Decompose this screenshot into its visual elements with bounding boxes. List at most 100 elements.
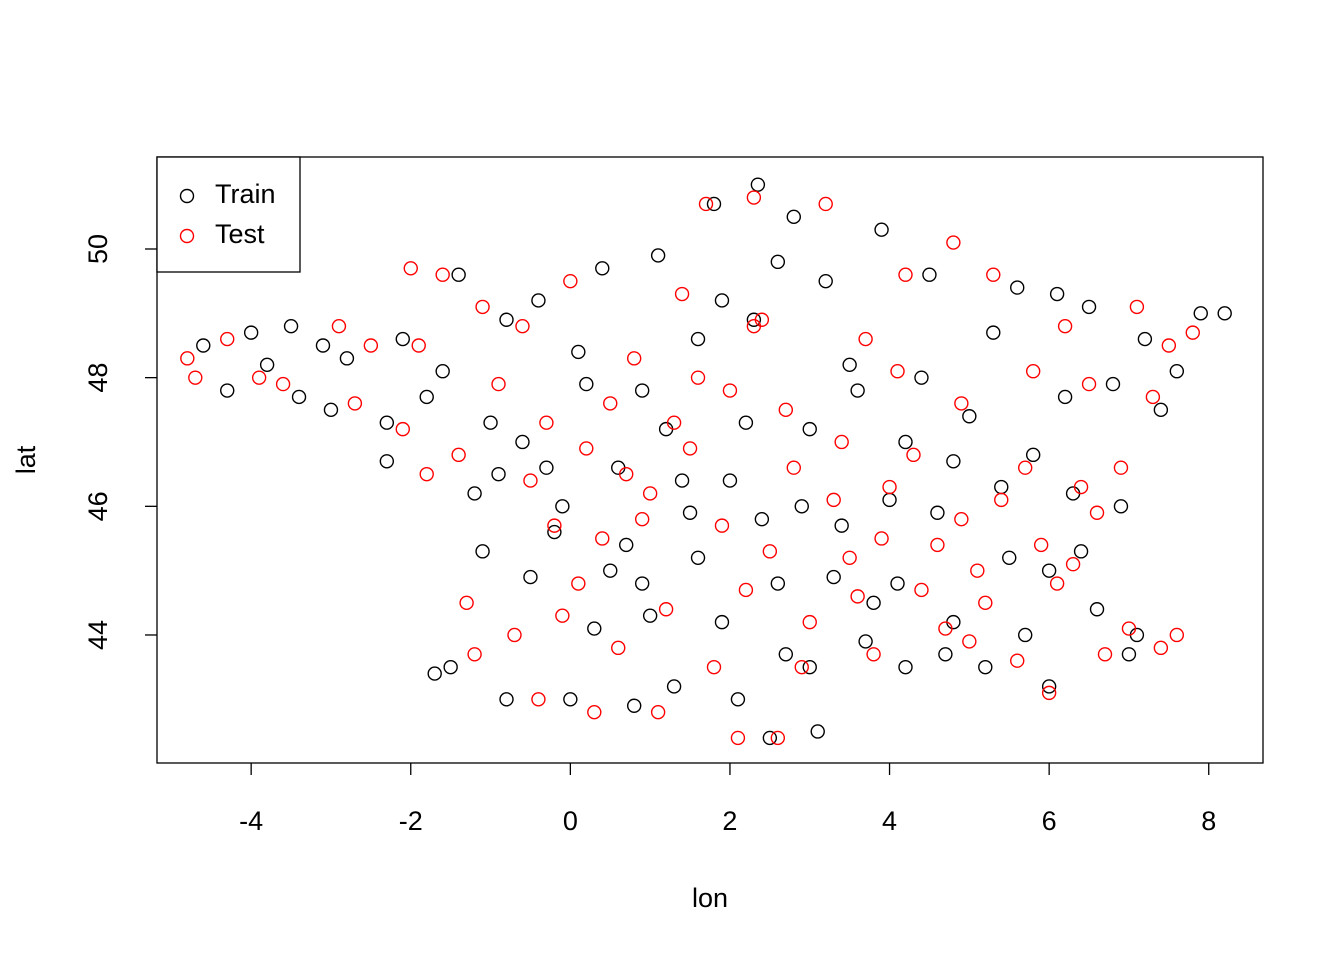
point [395,421,410,437]
point [427,666,442,681]
point [475,544,490,559]
y-axis-label: lat [11,445,41,474]
point [906,447,921,463]
point [634,383,650,398]
point [674,286,690,302]
point [1010,280,1025,295]
point [220,331,235,347]
point [451,267,466,282]
point [690,550,706,565]
point [986,325,1001,340]
point [515,318,530,334]
point [499,312,514,327]
point [762,544,778,559]
point [603,396,618,411]
point [595,261,610,276]
point [1097,647,1113,662]
point [898,659,913,675]
point [866,647,881,662]
point [515,434,530,450]
point [722,383,738,398]
point [1129,299,1145,315]
point [818,273,833,289]
point [642,608,658,623]
point [770,254,786,270]
point [938,621,953,636]
point [642,486,658,501]
point [954,396,969,411]
point [890,364,905,379]
point [1041,563,1057,578]
point [1065,486,1081,501]
point [754,511,770,527]
point [1041,685,1057,701]
point [786,209,801,225]
point [315,338,331,353]
point [714,614,730,630]
point [714,518,730,533]
point [1025,447,1041,463]
point [954,511,969,527]
point [1018,627,1033,643]
point [826,492,841,508]
point [188,370,203,385]
point [626,698,642,713]
point [611,460,626,475]
point [874,531,889,546]
point [1129,627,1145,643]
point [898,434,913,450]
point [619,537,634,553]
point [363,338,379,353]
x-tick-label: -2 [399,806,423,836]
point [978,595,993,611]
point [459,595,474,611]
point [818,196,833,212]
point [531,293,546,308]
x-tick-label: 6 [1042,806,1057,836]
point [547,518,562,533]
point [1010,653,1025,668]
point [962,409,977,424]
point [770,730,786,746]
point [882,492,897,508]
point [379,454,395,469]
point [595,531,610,546]
legend-label: Test [215,219,265,249]
point [970,563,985,578]
point [754,312,770,327]
point [778,647,794,662]
point [658,602,674,617]
point [1002,550,1017,565]
point [874,222,889,237]
point [1121,621,1137,636]
point [1073,479,1089,495]
x-tick-label: 2 [722,806,737,836]
point [539,415,554,430]
point [750,177,766,192]
point [914,370,929,385]
point [634,511,650,527]
point [1057,389,1073,405]
point [682,441,698,456]
point [1065,557,1081,572]
point [1089,505,1105,520]
point [451,447,466,463]
point [1033,537,1049,553]
point [563,692,578,707]
point [579,376,594,392]
point [834,518,849,533]
point [794,659,809,675]
point [650,248,666,263]
y-tick-label: 50 [83,234,113,264]
point [1057,318,1073,334]
point [1081,299,1097,315]
point [491,376,506,392]
point [730,730,746,746]
point [1105,376,1121,392]
point [850,589,865,604]
point [666,415,682,430]
point [882,479,897,495]
point [1081,376,1097,392]
point [291,389,307,405]
